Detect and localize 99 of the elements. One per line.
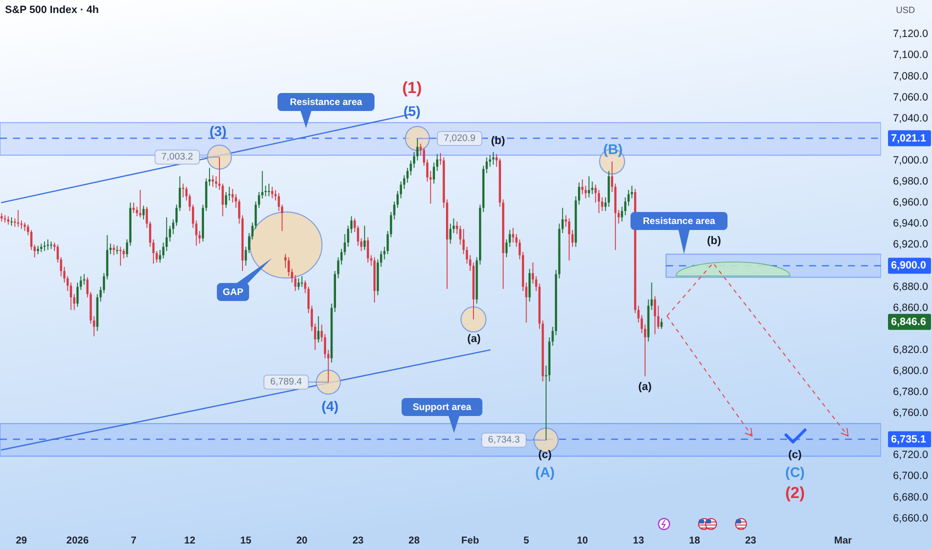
y-tick-label: 6,960.0	[893, 196, 928, 209]
y-tick-label: 7,000.0	[893, 154, 928, 166]
candlestick	[232, 188, 234, 204]
candlestick	[492, 152, 494, 166]
annotation: (B)	[603, 141, 623, 157]
y-tick-label: 6,760.0	[893, 407, 928, 420]
candlestick	[268, 183, 270, 197]
x-tick-label: 7	[130, 536, 137, 546]
y-tick-label: 7,040.0	[893, 112, 928, 124]
x-tick-label: 10	[576, 536, 588, 546]
x-tick-label: 28	[408, 536, 420, 546]
annotation: (1)	[402, 80, 422, 96]
x-tick-label: 23	[745, 536, 757, 546]
candlestick	[271, 186, 274, 199]
y-tick-label: 7,080.0	[893, 70, 928, 82]
annotation: (4)	[321, 398, 339, 414]
candlestick	[610, 161, 614, 193]
annotation: (3)	[209, 123, 227, 139]
annotation: (a)	[467, 333, 482, 345]
candlestick	[152, 238, 155, 264]
y-tick-label: 6,880.0	[893, 280, 928, 293]
band-label: Resistance area	[290, 96, 363, 108]
y-tick-label: 6,820.0	[893, 344, 928, 356]
candlestick	[76, 282, 79, 308]
y-tick-label: 7,100.0	[893, 49, 928, 62]
annotation: (C)	[785, 464, 805, 480]
x-tick-label: 13	[632, 536, 644, 546]
chart-title: S&P 500 Index · 4h	[5, 4, 99, 16]
candlestick	[462, 228, 465, 255]
candlestick	[364, 225, 366, 250]
x-tick-label: 18	[689, 536, 701, 546]
candlestick	[512, 227, 514, 244]
text: 7,020.9	[444, 132, 476, 144]
candlestick	[660, 318, 663, 330]
candlestick	[43, 241, 46, 252]
x-tick-label: Mar	[834, 536, 852, 546]
y-tick-label: 7,060.0	[893, 91, 928, 104]
candlestick	[139, 190, 142, 218]
band-label: Support area	[412, 402, 472, 412]
text: 6,846.6	[891, 316, 926, 328]
x-tick-label: 29	[16, 536, 28, 546]
x-tick-label: Feb	[461, 536, 480, 546]
x-tick-label: 2026	[66, 536, 90, 546]
candlestick	[212, 174, 214, 188]
y-tick-label: 7,120.0	[893, 28, 928, 40]
y-tick-label: 6,720.0	[893, 449, 928, 462]
y-tick-label: 6,660.0	[893, 512, 928, 524]
candlestick	[317, 316, 320, 343]
candlestick	[654, 296, 656, 335]
annotation: (b)	[490, 135, 506, 147]
x-tick-label: 15	[240, 536, 252, 546]
annotation: (a)	[638, 381, 652, 393]
ref-line-label: 7,021.1	[891, 132, 926, 144]
annotation: (A)	[535, 464, 555, 480]
annotation: (c)	[538, 449, 552, 461]
annotation: (b)	[706, 235, 722, 247]
candlestick	[432, 162, 435, 184]
candlestick	[324, 334, 326, 359]
text: 6,789.4	[270, 376, 302, 388]
candlestick	[416, 138, 418, 161]
candlestick	[568, 218, 570, 261]
candlestick	[400, 181, 402, 199]
y-tick-label: 6,800.0	[893, 364, 928, 377]
candlestick	[50, 241, 52, 250]
text: 6,734.3	[488, 434, 520, 446]
annotation: GAP	[222, 286, 244, 298]
text: 7,003.2	[161, 152, 194, 163]
candlestick	[224, 192, 228, 208]
y-tick-label: 6,780.0	[893, 386, 928, 398]
candlestick	[168, 225, 172, 242]
annotation: (2)	[785, 484, 805, 502]
band-label: Resistance area	[642, 216, 716, 226]
y-tick-label: 6,980.0	[893, 176, 928, 188]
y-tick-label: 6,680.0	[893, 491, 928, 504]
y-tick-label: 6,920.0	[893, 238, 928, 251]
candlestick	[112, 244, 115, 256]
candlestick	[300, 276, 304, 288]
annotation: (5)	[403, 103, 421, 119]
ref-line-label: 6,900.0	[891, 260, 926, 272]
candlestick	[350, 216, 352, 234]
annotation: (c)	[788, 449, 802, 461]
candlestick	[10, 216, 13, 226]
ref-line-label: 6,735.1	[891, 433, 926, 446]
x-tick-label: 12	[184, 536, 196, 546]
y-axis-title: USD	[896, 5, 916, 15]
candlestick	[116, 245, 118, 255]
candlestick	[158, 249, 162, 264]
candlestick	[70, 282, 72, 310]
y-tick-label: 6,700.0	[893, 470, 928, 482]
x-tick-label: 23	[352, 536, 364, 546]
x-tick-label: 20	[296, 536, 308, 546]
candlestick	[366, 236, 369, 264]
y-tick-label: 6,940.0	[893, 218, 928, 230]
candlestick	[406, 167, 409, 184]
candlestick	[298, 278, 300, 290]
y-tick-label: 6,860.0	[893, 302, 928, 314]
candlestick	[598, 190, 600, 214]
candlestick	[80, 276, 82, 290]
x-tick-label: 5	[524, 536, 530, 546]
